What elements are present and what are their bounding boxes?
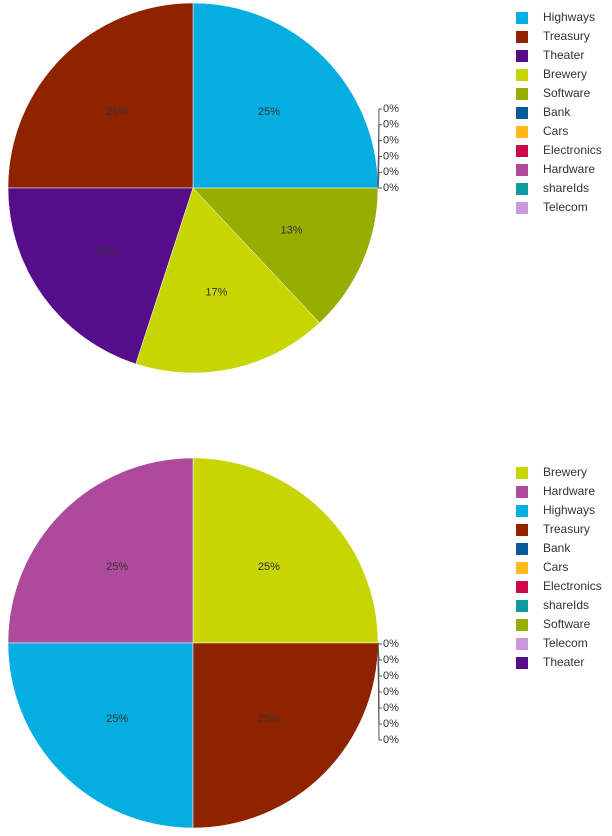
slice-label: 0% <box>383 150 399 162</box>
leader-line <box>377 642 382 741</box>
legend-label: Telecom <box>543 200 588 214</box>
slice-label: 17% <box>205 287 227 299</box>
legend-label: Cars <box>543 124 568 138</box>
pie-slice <box>135 187 320 374</box>
legend-label: Theater <box>543 48 584 62</box>
legend-swatch <box>516 619 528 631</box>
legend-swatch <box>516 562 528 574</box>
legend-swatch <box>516 524 528 536</box>
legend-label: Treasury <box>543 29 590 43</box>
legend-label: Brewery <box>543 67 587 81</box>
slice-label: 25% <box>106 106 128 118</box>
pie-slice <box>192 642 379 829</box>
legend-label: Hardware <box>543 484 595 498</box>
legend-label: Highways <box>543 10 595 24</box>
legend-swatch <box>516 12 528 24</box>
legend-label: Highways <box>543 503 595 517</box>
legend-label: Electronics <box>543 579 602 593</box>
slice-label: 20% <box>95 245 117 257</box>
slice-label: 13% <box>280 225 302 237</box>
pie-slice <box>192 187 379 324</box>
legend-label: Brewery <box>543 465 587 479</box>
legend-swatch <box>516 145 528 157</box>
legend-swatch <box>516 543 528 555</box>
legend-label: Cars <box>543 560 568 574</box>
legend-swatch <box>516 638 528 650</box>
slice-label: 0% <box>383 135 399 147</box>
legend-label: Electronics <box>543 143 602 157</box>
legend-label: Bank <box>543 105 571 119</box>
legend-label: Bank <box>543 541 571 555</box>
slice-label: 0% <box>383 638 399 650</box>
legend-swatch <box>516 183 528 195</box>
legend-label: Software <box>543 86 591 100</box>
slice-label: 0% <box>383 654 399 666</box>
legend-swatch <box>516 505 528 517</box>
legend-swatch <box>516 657 528 669</box>
slice-label: 0% <box>383 166 399 178</box>
legend-label: Telecom <box>543 636 588 650</box>
slice-label: 0% <box>383 702 399 714</box>
slice-label: 25% <box>106 561 128 573</box>
legend-label: Software <box>543 617 591 631</box>
legend-swatch <box>516 50 528 62</box>
slice-label: 0% <box>383 734 399 746</box>
legend-label: Treasury <box>543 522 590 536</box>
slice-label: 0% <box>383 670 399 682</box>
slice-label: 0% <box>383 103 399 115</box>
legend-label: shareIds <box>543 181 589 195</box>
legend-swatch <box>516 69 528 81</box>
legend-swatch <box>516 202 528 214</box>
legend-swatch <box>516 467 528 479</box>
legend-swatch <box>516 126 528 138</box>
pie-slice <box>192 457 379 644</box>
leader-line <box>377 171 382 189</box>
slice-label: 0% <box>383 182 399 194</box>
slice-label: 0% <box>383 686 399 698</box>
legend-swatch <box>516 164 528 176</box>
legend-swatch <box>516 31 528 43</box>
legend-swatch <box>516 88 528 100</box>
slice-label: 0% <box>383 718 399 730</box>
legend-swatch <box>516 486 528 498</box>
pie-slice <box>7 457 194 644</box>
pie-slice <box>7 2 194 189</box>
legend-swatch <box>516 600 528 612</box>
slice-label: 0% <box>383 119 399 131</box>
leader-line <box>377 642 382 645</box>
legend-label: Theater <box>543 655 584 669</box>
legend-label: Hardware <box>543 162 595 176</box>
slice-label: 25% <box>106 713 128 725</box>
pie-slice <box>192 2 379 189</box>
slice-label: 25% <box>258 561 280 573</box>
legend-swatch <box>516 581 528 593</box>
slice-label: 25% <box>258 106 280 118</box>
slice-label: 25% <box>258 713 280 725</box>
pie-slice <box>7 187 194 365</box>
pie-slice <box>7 642 194 829</box>
legend-label: shareIds <box>543 598 589 612</box>
legend-swatch <box>516 107 528 119</box>
